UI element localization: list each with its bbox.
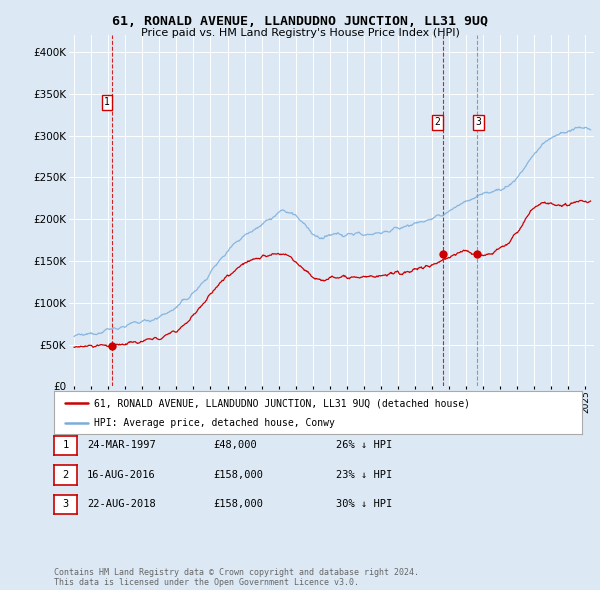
Text: £158,000: £158,000 [213,500,263,509]
Text: 2: 2 [62,470,68,480]
Text: 61, RONALD AVENUE, LLANDUDNO JUNCTION, LL31 9UQ: 61, RONALD AVENUE, LLANDUDNO JUNCTION, L… [112,15,488,28]
Text: HPI: Average price, detached house, Conwy: HPI: Average price, detached house, Conw… [94,418,334,428]
Text: £48,000: £48,000 [213,441,257,450]
Text: 1: 1 [104,97,110,107]
Text: 3: 3 [62,500,68,509]
Text: 1: 1 [62,441,68,450]
Text: 24-MAR-1997: 24-MAR-1997 [87,441,156,450]
Text: Contains HM Land Registry data © Crown copyright and database right 2024.
This d: Contains HM Land Registry data © Crown c… [54,568,419,587]
Text: 26% ↓ HPI: 26% ↓ HPI [336,441,392,450]
Text: 30% ↓ HPI: 30% ↓ HPI [336,500,392,509]
Text: 22-AUG-2018: 22-AUG-2018 [87,500,156,509]
Text: £158,000: £158,000 [213,470,263,480]
Text: 3: 3 [476,117,482,127]
Text: 23% ↓ HPI: 23% ↓ HPI [336,470,392,480]
Text: 2: 2 [434,117,440,127]
Text: Price paid vs. HM Land Registry's House Price Index (HPI): Price paid vs. HM Land Registry's House … [140,28,460,38]
Text: 16-AUG-2016: 16-AUG-2016 [87,470,156,480]
Text: 61, RONALD AVENUE, LLANDUDNO JUNCTION, LL31 9UQ (detached house): 61, RONALD AVENUE, LLANDUDNO JUNCTION, L… [94,398,470,408]
